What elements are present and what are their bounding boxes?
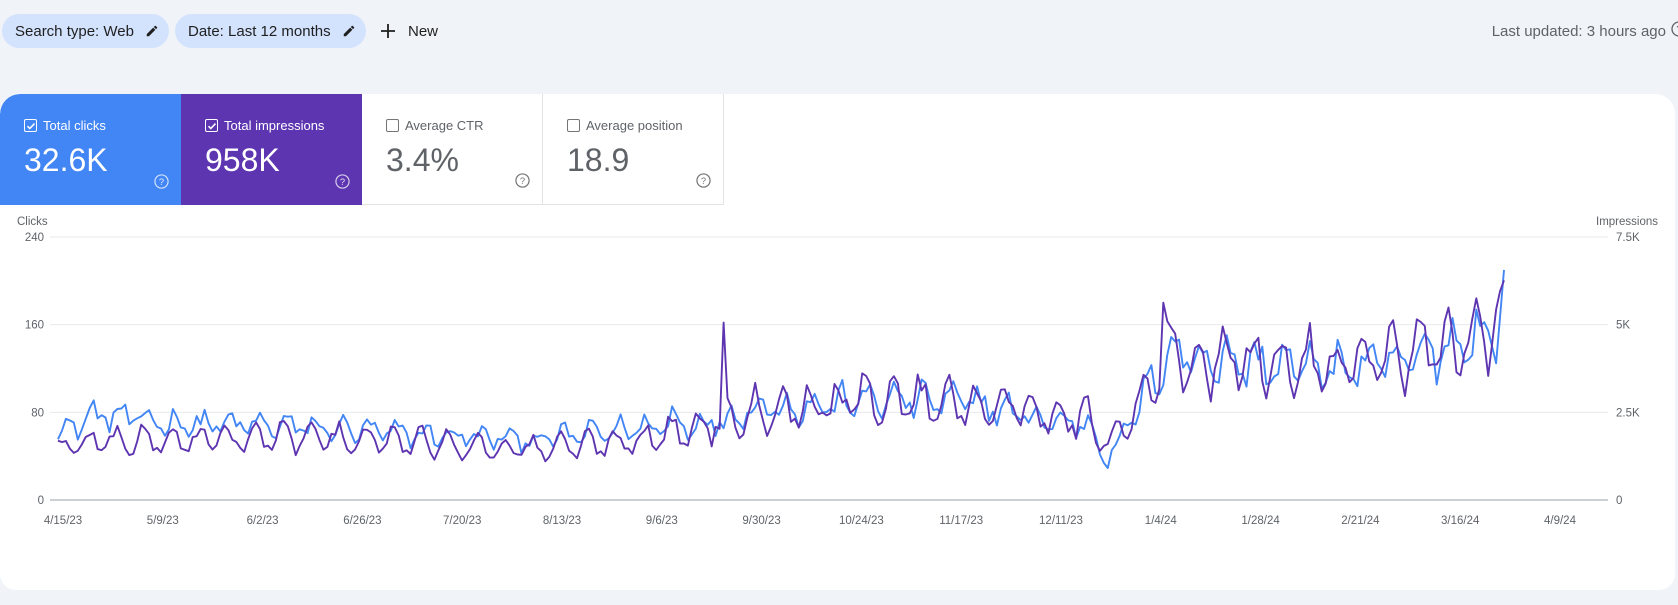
edit-icon [342,24,356,38]
x-tick-label: 2/21/24 [1341,515,1380,527]
x-tick-label: 9/30/23 [742,515,780,527]
new-filter-label: New [408,22,439,40]
left-axis-title: Clicks [17,216,48,228]
last-updated: Last updated: 3 hours ago ? [1492,14,1678,48]
x-tick-label: 4/9/24 [1544,515,1577,527]
performance-card: Total clicks 32.6K ? Total impressions 9… [0,94,1675,590]
x-tick-label: 8/13/23 [543,515,581,527]
svg-text:?: ? [520,176,525,186]
x-tick-label: 3/16/24 [1441,515,1480,527]
metric-average-ctr[interactable]: Average CTR 3.4% ? [362,94,543,205]
x-tick-label: 6/26/23 [343,515,381,527]
left-tick-label: 0 [38,495,44,507]
right-tick-label: 2.5K [1616,407,1640,419]
x-tick-label: 7/20/23 [443,515,481,527]
metric-value: 958K [205,142,280,178]
last-updated-text: Last updated: 3 hours ago [1491,22,1666,40]
metric-total-impressions[interactable]: Total impressions 958K ? [181,94,362,205]
metric-value: 18.9 [567,142,630,178]
left-tick-label: 80 [31,407,44,419]
svg-text:?: ? [701,176,706,186]
x-tick-label: 6/2/23 [247,515,279,527]
performance-chart[interactable]: Clicks Impressions 0 0 80 2.5K 160 5K 240 7.5K 4/1… [0,94,1675,590]
date-range-label: Date: Last 12 months [188,22,331,40]
metric-label: Average position [586,118,683,133]
help-icon[interactable]: ? [335,174,350,194]
metric-label: Total clicks [43,118,106,133]
help-icon[interactable]: ? [154,174,169,194]
metric-value: 32.6K [24,142,108,178]
x-tick-label: 10/24/23 [839,515,884,527]
right-tick-label: 0 [1616,495,1622,507]
metric-total-clicks[interactable]: Total clicks 32.6K ? [0,94,181,205]
checkbox-unchecked-icon[interactable] [386,119,399,132]
edit-icon [145,24,159,38]
help-icon[interactable]: ? [515,173,530,193]
right-tick-label: 5K [1616,320,1630,332]
help-icon[interactable]: ? [696,173,711,193]
right-axis-title: Impressions [1596,216,1658,228]
right-tick-label: 7.5K [1616,232,1640,244]
svg-text:?: ? [340,177,345,187]
x-tick-label: 12/11/23 [1039,515,1083,527]
x-tick-label: 1/28/24 [1241,515,1280,527]
metric-tabs: Total clicks 32.6K ? Total impressions 9… [0,94,724,205]
impressions-series-line [57,279,1505,463]
left-tick-label: 240 [25,232,44,244]
x-tick-label: 4/15/23 [44,515,82,527]
checkbox-checked-icon[interactable] [205,119,218,132]
metric-label: Total impressions [224,118,325,133]
metric-average-position[interactable]: Average position 18.9 ? [543,94,724,205]
checkbox-checked-icon[interactable] [24,119,37,132]
x-tick-label: 5/9/23 [147,515,179,527]
x-tick-label: 1/4/24 [1145,515,1178,527]
date-range-chip[interactable]: Date: Last 12 months [175,14,366,48]
checkbox-unchecked-icon[interactable] [567,119,580,132]
x-tick-label: 11/17/23 [939,515,983,527]
metric-value: 3.4% [386,142,459,178]
filter-bar: Search type: Web Date: Last 12 months Ne… [0,14,1678,48]
left-tick-label: 160 [25,320,44,332]
search-type-chip[interactable]: Search type: Web [2,14,169,48]
metric-label: Average CTR [405,118,484,133]
svg-text:?: ? [159,177,164,187]
search-type-label: Search type: Web [15,22,134,40]
x-tick-label: 9/6/23 [646,515,678,527]
plus-icon [380,23,396,39]
svg-text:?: ? [1676,25,1678,36]
new-filter-button[interactable]: New [380,14,438,48]
clicks-series-line [57,269,1505,469]
help-icon[interactable]: ? [1671,21,1678,41]
